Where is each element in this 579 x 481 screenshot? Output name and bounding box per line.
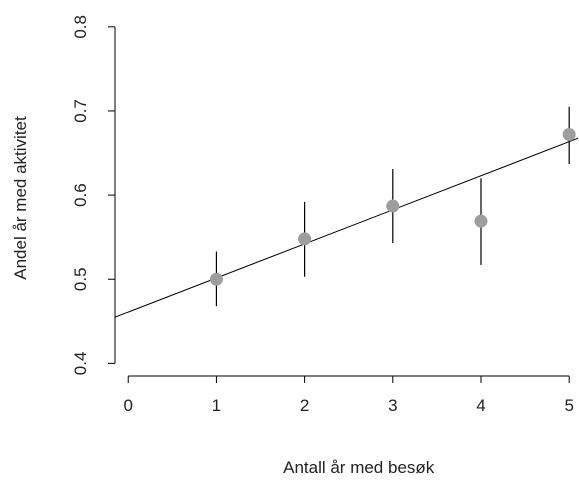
y-axis-ticks: 0.4 0.5 0.6 0.7 0.8: [71, 15, 115, 375]
axes: 0 1 2 3 4 5 0.4 0.5 0.6 0.7 0.8: [71, 15, 574, 415]
data-point: [562, 128, 576, 142]
x-axis-ticks: 0 1 2 3 4 5: [123, 376, 574, 415]
x-tick-label: 4: [476, 396, 485, 415]
data-point: [209, 272, 223, 286]
x-tick-label: 5: [564, 396, 573, 415]
x-axis-title: Antall år med besøk: [283, 458, 435, 477]
data-point: [474, 214, 488, 228]
x-tick-label: 3: [388, 396, 397, 415]
y-tick-label: 0.6: [71, 183, 90, 207]
x-tick-label: 0: [123, 396, 132, 415]
y-axis-title: Andel år med aktivitet: [11, 116, 30, 280]
plot-area: [115, 106, 578, 318]
y-tick-label: 0.4: [71, 352, 90, 376]
y-tick-label: 0.7: [71, 99, 90, 123]
x-tick-label: 2: [300, 396, 309, 415]
data-point: [298, 232, 312, 246]
x-tick-label: 1: [212, 396, 221, 415]
y-tick-label: 0.8: [71, 15, 90, 39]
data-point: [386, 199, 400, 213]
y-tick-label: 0.5: [71, 267, 90, 291]
regression-line: [115, 137, 578, 318]
